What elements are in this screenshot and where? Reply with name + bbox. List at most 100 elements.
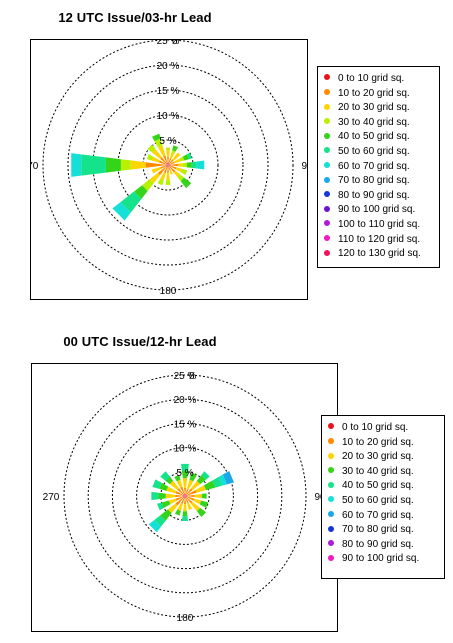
angle-label-0: 0 — [172, 40, 178, 47]
bar-dir-90-seg-3 — [182, 162, 187, 168]
legend-item: 90 to 100 grid sq. — [324, 203, 415, 217]
bar-dir-202.5-seg-1 — [163, 167, 168, 174]
ring-label-4: 20 % — [174, 395, 197, 406]
bar-dir-90-seg-2 — [194, 493, 202, 499]
legend-swatch-icon — [328, 496, 334, 503]
bar-dir-135-seg-3 — [196, 507, 206, 517]
bar-dir-22.5-seg-3 — [189, 472, 197, 482]
legend-label: 50 to 60 grid sq. — [342, 495, 414, 506]
bar-dir-202.5-seg-0 — [166, 165, 168, 168]
bar-dir-292.5-seg-2 — [151, 156, 160, 163]
bar-dir-225-seg-5 — [120, 191, 142, 213]
bar-dir-292.5-seg-0 — [182, 494, 185, 496]
bar-dir-315-seg-0 — [183, 494, 185, 496]
bar-dir-135-seg-2 — [173, 170, 181, 178]
bar-dir-180-seg-1 — [183, 498, 187, 505]
legend-swatch-icon — [324, 161, 330, 168]
bar-dir-67.5-seg-3 — [203, 480, 216, 491]
bar-dir-67.5-seg-6 — [222, 470, 234, 485]
bar-dir-180-seg-0 — [184, 496, 186, 499]
bar-dir-90-seg-3 — [201, 493, 207, 499]
bar-dir-270-seg-0 — [182, 495, 185, 497]
bar-dir-112.5-seg-3 — [181, 169, 188, 175]
bar-dir-225-seg-1 — [157, 166, 167, 176]
bar-dir-225-seg-4 — [154, 515, 166, 527]
legend-swatch-icon — [328, 467, 334, 474]
legend-item: 80 to 90 grid sq. — [324, 189, 410, 203]
bar-dir-67.5-seg-4 — [182, 154, 190, 161]
bar-dir-270-seg-1 — [145, 162, 166, 168]
bar-dir-45-seg-1 — [186, 488, 193, 495]
legend-item: 70 to 80 grid sq. — [328, 523, 414, 537]
bar-dir-112.5-seg-2 — [193, 498, 202, 505]
ring-label-1: 5 % — [176, 468, 193, 479]
legend-swatch-icon — [324, 103, 330, 110]
bar-dir-337.5-seg-4 — [151, 133, 161, 142]
bar-dir-45-seg-0 — [168, 163, 170, 165]
bar-dir-292.5-seg-4 — [152, 479, 162, 489]
bar-dir-270-seg-2 — [130, 160, 146, 170]
ring-label-1: 5 % — [159, 136, 176, 147]
legend-swatch-icon — [324, 147, 330, 154]
bar-dir-67.5-seg-3 — [179, 156, 185, 162]
legend-label: 40 to 50 grid sq. — [338, 131, 410, 143]
chart-title-12utc: 12 UTC Issue/03-hr Lead — [58, 10, 212, 25]
bar-dir-202.5-seg-2 — [160, 172, 166, 181]
grid-ring-5 — [42, 40, 294, 291]
bar-dir-315-seg-2 — [169, 480, 180, 491]
bar-dir-90-seg-4 — [186, 162, 192, 168]
legend-item: 50 to 60 grid sq. — [324, 145, 410, 159]
bar-dir-90-seg-1 — [187, 494, 195, 498]
bar-dir-22.5-seg-3 — [171, 150, 176, 154]
bar-dir-270-seg-4 — [105, 157, 121, 173]
bar-dir-270-seg-0 — [165, 164, 168, 166]
bar-dir-90-seg-5 — [191, 161, 197, 169]
legend-item: 10 to 20 grid sq. — [328, 436, 414, 450]
bar-dir-202.5-seg-3 — [174, 509, 181, 516]
bar-dir-112.5-seg-1 — [187, 496, 195, 501]
bar-dir-90-seg-1 — [170, 163, 178, 167]
legend-swatch-icon — [328, 437, 334, 444]
bar-dir-292.5-seg-2 — [166, 486, 177, 494]
legend-label: 120 to 130 grid sq. — [338, 248, 421, 260]
bar-dir-90-seg-6 — [196, 160, 205, 170]
bar-dir-0-seg-4 — [181, 463, 189, 472]
bar-dir-270-seg-6 — [71, 153, 82, 177]
polar-plot-frame-12utc: 5 % 10 % 15 % 20 % 25 %0 90 180 270 — [30, 39, 308, 300]
bar-dir-45-seg-2 — [190, 480, 201, 491]
legend-label: 10 to 20 grid sq. — [338, 87, 410, 99]
bar-dir-180-seg-3 — [182, 511, 188, 517]
bar-dir-0-seg-3 — [165, 147, 171, 151]
bar-dir-0-seg-2 — [166, 150, 170, 158]
bar-dir-67.5-seg-0 — [168, 164, 170, 165]
bar-dir-180-seg-4 — [181, 516, 189, 521]
legend-12utc: 0 to 10 grid sq. 10 to 20 grid sq. 20 to 3… — [317, 66, 440, 268]
bar-dir-337.5-seg-3 — [154, 138, 163, 148]
angle-label-0: 0 — [189, 371, 195, 382]
bar-dir-67.5-seg-2 — [195, 485, 206, 493]
bar-dir-67.5-seg-2 — [174, 158, 181, 164]
bar-dir-337.5-seg-2 — [176, 479, 183, 488]
bar-dir-135-seg-1 — [169, 166, 176, 173]
bar-dir-67.5-seg-5 — [187, 152, 193, 160]
bar-dir-270-seg-2 — [165, 493, 176, 499]
bar-dir-157.5-seg-1 — [185, 498, 189, 503]
legend-swatch-icon — [328, 510, 334, 517]
legend-label: 90 to 100 grid sq. — [338, 204, 416, 216]
legend-label: 10 to 20 grid sq. — [342, 436, 414, 448]
bar-dir-247.5-seg-4 — [157, 502, 164, 511]
bar-dir-22.5-seg-2 — [186, 479, 194, 490]
legend-item: 80 to 90 grid sq. — [328, 538, 414, 552]
bar-dir-135-seg-0 — [185, 496, 187, 498]
legend-00utc: 0 to 10 grid sq. 10 to 20 grid sq. 20 to 3… — [321, 415, 445, 579]
legend-label: 30 to 40 grid sq. — [342, 465, 414, 477]
grid-ring-4 — [87, 398, 283, 594]
bar-dir-90-seg-0 — [168, 164, 171, 166]
ring-label-2: 10 % — [157, 111, 180, 122]
bar-dir-247.5-seg-1 — [160, 165, 167, 169]
bar-dir-247.5-seg-0 — [166, 165, 168, 166]
angle-label-90: 90 — [314, 492, 326, 503]
bar-dir-337.5-seg-0 — [183, 493, 185, 496]
ring-label-3: 15 % — [174, 419, 197, 430]
bar-dir-247.5-seg-1 — [175, 496, 183, 501]
